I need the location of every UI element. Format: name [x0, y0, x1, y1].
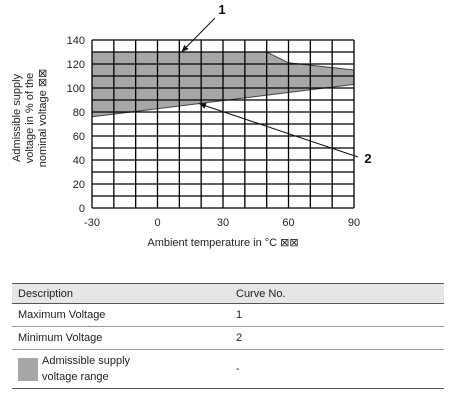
- range-label-line1: Admissible supply: [42, 355, 131, 367]
- callout-1-label: 1: [218, 2, 225, 17]
- y-tick-label: 120: [67, 59, 85, 71]
- x-axis-label: Ambient temperature in °C ⊠⊠: [147, 237, 298, 249]
- header-curve-no: Curve No.: [230, 283, 444, 304]
- y-tick-label: 80: [73, 107, 85, 119]
- header-description: Description: [12, 283, 230, 304]
- y-axis-label-line: Admissible supply: [11, 73, 23, 162]
- y-tick-label: 60: [73, 131, 85, 143]
- y-tick-label: 40: [73, 155, 85, 167]
- x-tick-label: 90: [348, 217, 360, 229]
- row-curve-no: 1: [230, 303, 444, 327]
- row-description-range: Admissible supply voltage range: [12, 349, 230, 389]
- legend-header-row: Description Curve No.: [12, 283, 444, 304]
- callout-2-leader: [198, 103, 359, 158]
- x-tick-label: -30: [84, 217, 100, 229]
- y-tick-label: 140: [67, 35, 85, 47]
- callout-2-arrowhead: [198, 102, 207, 109]
- y-tick-label: 0: [79, 203, 85, 215]
- row-curve-no-range: -: [230, 349, 444, 389]
- row-description: Minimum Voltage: [12, 326, 230, 350]
- y-tick-label: 20: [73, 179, 85, 191]
- range-label-line2: voltage range: [42, 371, 109, 383]
- curve-legend-table: Description Curve No. Maximum Voltage 1 …: [12, 283, 444, 389]
- callout-2-label: 2: [364, 151, 371, 166]
- row-curve-no: 2: [230, 326, 444, 350]
- range-swatch: [18, 357, 38, 381]
- callout-1-arrowhead: [181, 44, 189, 52]
- x-tick-label: 0: [154, 217, 160, 229]
- chart-grid: [91, 39, 355, 209]
- table-row-range: Admissible supply voltage range -: [12, 349, 444, 389]
- callout-1-leader: [181, 17, 216, 53]
- range-label: Admissible supply voltage range: [42, 353, 130, 385]
- y-tick-label: 100: [67, 83, 85, 95]
- x-tick-label: 60: [282, 217, 294, 229]
- y-axis-label-line: nominal voltage ⊠⊠: [37, 69, 49, 168]
- chart-ticks: -30 0 30 60 90 0 20 40 60 80 100 120 140: [67, 35, 360, 229]
- row-description: Maximum Voltage: [12, 303, 230, 327]
- table-row: Maximum Voltage 1: [12, 303, 444, 327]
- chart-callouts: 12: [181, 2, 372, 166]
- x-tick-label: 30: [217, 217, 229, 229]
- y-axis-label-line: voltage in % of the: [24, 73, 36, 164]
- voltage-temperature-chart: -30 0 30 60 90 0 20 40 60 80 100 120 140 Admissible …: [11, 2, 372, 249]
- y-axis-label: Admissible supply voltage in % of the nomi…: [11, 69, 49, 168]
- table-row: Minimum Voltage 2: [12, 326, 444, 350]
